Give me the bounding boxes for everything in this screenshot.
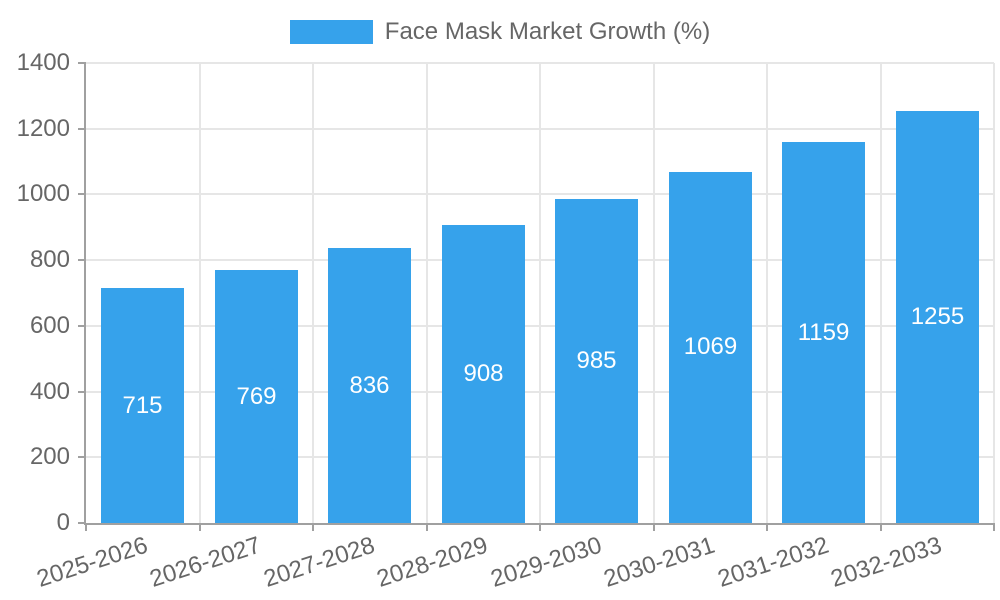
y-axis-tick: [78, 259, 86, 261]
v-gridline: [539, 63, 541, 523]
y-axis-tick: [78, 62, 86, 64]
bar[interactable]: [669, 172, 752, 523]
x-axis-tick: [880, 523, 882, 531]
y-axis-label: 1200: [16, 115, 70, 142]
bar-value-label: 715: [122, 392, 163, 419]
v-gridline: [199, 63, 201, 523]
y-axis-label: 1000: [16, 180, 70, 207]
x-axis-tick: [199, 523, 201, 531]
bar-value-label: 908: [463, 360, 504, 387]
bar[interactable]: [101, 288, 184, 523]
x-axis-line: [84, 523, 994, 525]
y-axis-tick: [78, 128, 86, 130]
v-gridline: [766, 63, 768, 523]
bar[interactable]: [215, 270, 298, 523]
bar[interactable]: [442, 225, 525, 523]
y-axis-label: 1400: [16, 49, 70, 76]
v-gridline: [993, 63, 995, 523]
bar-value-label: 1255: [910, 303, 965, 330]
bar-value-label: 769: [236, 383, 277, 410]
x-axis-tick: [539, 523, 541, 531]
y-axis-tick: [78, 522, 86, 524]
y-axis-label: 200: [29, 443, 70, 470]
x-axis-tick: [993, 523, 995, 531]
x-axis-tick: [85, 523, 87, 531]
x-axis-tick: [653, 523, 655, 531]
y-axis-label: 0: [56, 509, 70, 536]
y-axis-tick: [78, 325, 86, 327]
bar[interactable]: [555, 199, 638, 523]
legend-label: Face Mask Market Growth (%): [384, 18, 711, 45]
y-axis-label: 600: [29, 312, 70, 339]
y-axis-label: 800: [29, 246, 70, 273]
bar[interactable]: [782, 142, 865, 523]
bar-value-label: 836: [349, 372, 390, 399]
x-axis-tick: [312, 523, 314, 531]
bar[interactable]: [896, 111, 979, 523]
legend-item[interactable]: Face Mask Market Growth (%): [0, 20, 1000, 44]
v-gridline: [653, 63, 655, 523]
y-axis-label: 400: [29, 378, 70, 405]
y-axis-tick: [78, 193, 86, 195]
x-axis-tick: [766, 523, 768, 531]
x-axis-tick: [426, 523, 428, 531]
bar-value-label: 1069: [683, 333, 738, 360]
y-axis-tick: [78, 391, 86, 393]
v-gridline: [312, 63, 314, 523]
y-axis-tick: [78, 456, 86, 458]
bar-value-label: 1159: [797, 319, 850, 346]
v-gridline: [426, 63, 428, 523]
bar-value-label: 985: [576, 347, 617, 374]
y-axis-line: [84, 63, 86, 523]
bar[interactable]: [328, 248, 411, 523]
legend-swatch-icon: [289, 20, 373, 44]
v-gridline: [880, 63, 882, 523]
